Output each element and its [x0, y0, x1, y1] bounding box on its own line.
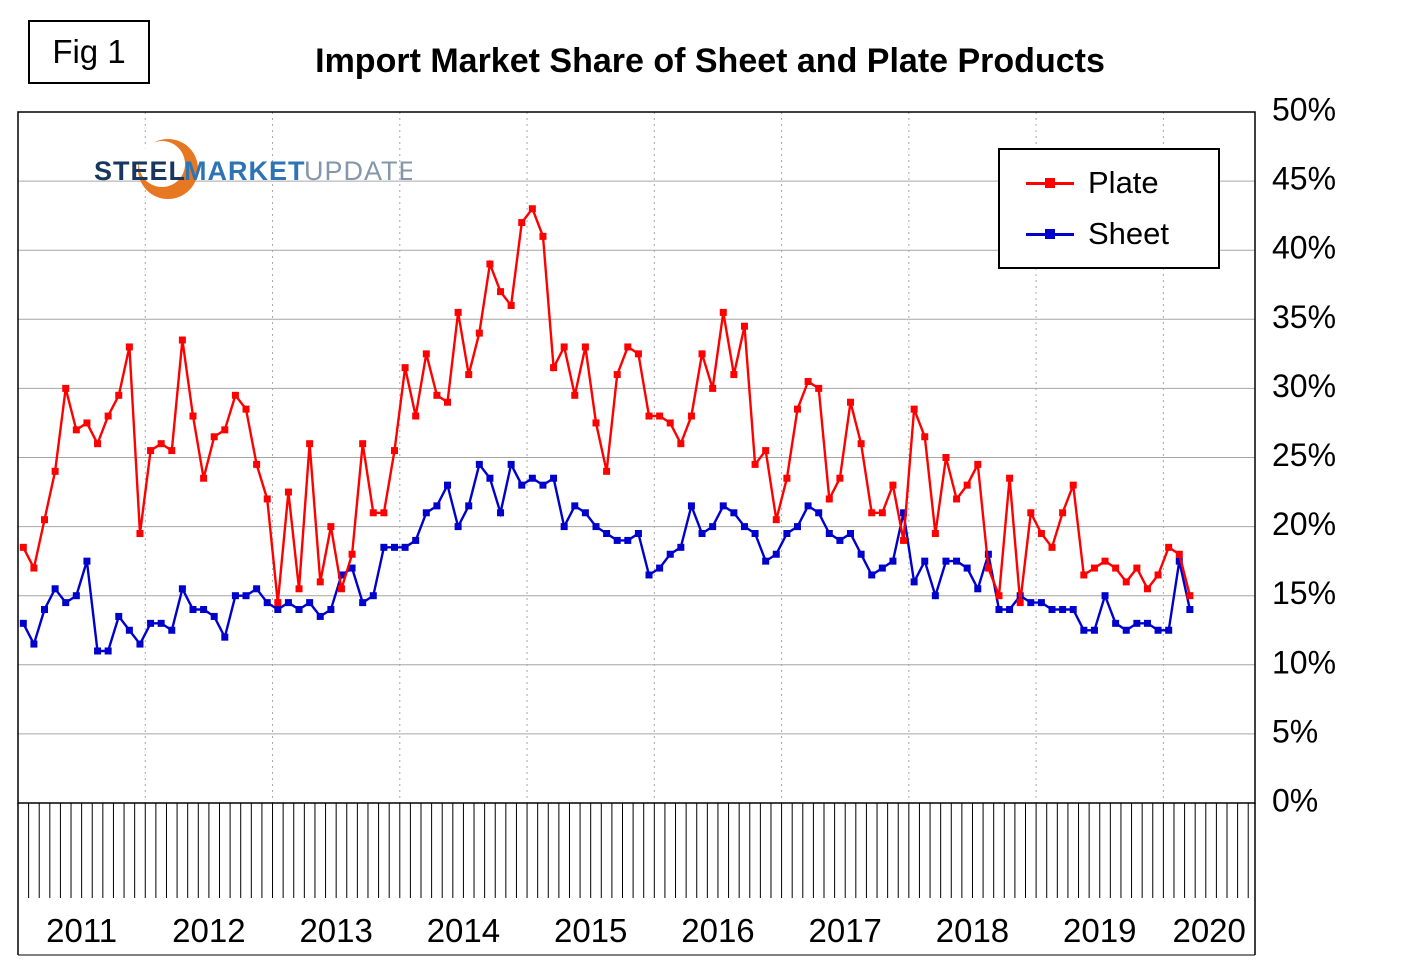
x-tick-label: 2017: [809, 912, 882, 949]
y-tick-label: 0%: [1272, 782, 1318, 818]
sheet-series-marker-icon: [1026, 229, 1074, 239]
figure-label-box: Fig 1: [28, 20, 150, 84]
smu-logo: STEEL MARKET UPDATE: [94, 139, 412, 199]
y-axis-labels: 0% 5% 10% 15% 20% 25% 30% 35% 40% 45% 50%: [1272, 91, 1336, 818]
chart-legend: Plate Sheet: [998, 148, 1220, 269]
figure-label: Fig 1: [52, 33, 126, 70]
y-tick-label: 20%: [1272, 506, 1336, 542]
legend-item-sheet: Sheet: [1000, 216, 1218, 252]
plate-series-marker-icon: [1026, 178, 1074, 188]
x-tick-label: 2013: [299, 912, 372, 949]
x-axis-labels: 2011 2012 2013 2014 2015 2016 2017 2018 2019 2020: [46, 912, 1246, 949]
x-tick-label: 2016: [681, 912, 754, 949]
y-tick-label: 45%: [1272, 161, 1336, 197]
x-tick-label: 2011: [46, 912, 117, 949]
sheet-series: [19, 460, 1194, 655]
axis-frame: [17, 111, 1256, 956]
chart-title: Import Market Share of Sheet and Plate P…: [315, 42, 1105, 80]
legend-label-plate: Plate: [1088, 165, 1159, 200]
y-tick-label: 25%: [1272, 437, 1336, 473]
plate-series: [19, 205, 1194, 607]
y-tick-label: 40%: [1272, 230, 1336, 266]
y-tick-label: 15%: [1272, 575, 1336, 611]
x-tick-label: 2015: [554, 912, 627, 949]
legend-item-plate: Plate: [1000, 165, 1218, 201]
logo-text-market: MARKET: [184, 156, 306, 186]
x-tick-label: 2020: [1172, 912, 1245, 949]
y-tick-label: 5%: [1272, 713, 1318, 749]
x-tick-label: 2019: [1063, 912, 1136, 949]
y-tick-label: 30%: [1272, 368, 1336, 404]
x-tick-label: 2012: [172, 912, 245, 949]
x-tick-label: 2018: [936, 912, 1009, 949]
x-tick-label: 2014: [427, 912, 500, 949]
y-tick-label: 10%: [1272, 644, 1336, 680]
logo-text-steel: STEEL: [94, 156, 186, 186]
y-tick-label: 35%: [1272, 299, 1336, 335]
month-ticks: [17, 803, 1256, 898]
logo-swoosh-inner: [139, 141, 185, 187]
logo-text-update: UPDATE: [304, 156, 412, 186]
gridlines: [18, 180, 1255, 735]
legend-label-sheet: Sheet: [1088, 216, 1170, 251]
y-tick-label: 50%: [1272, 91, 1336, 127]
